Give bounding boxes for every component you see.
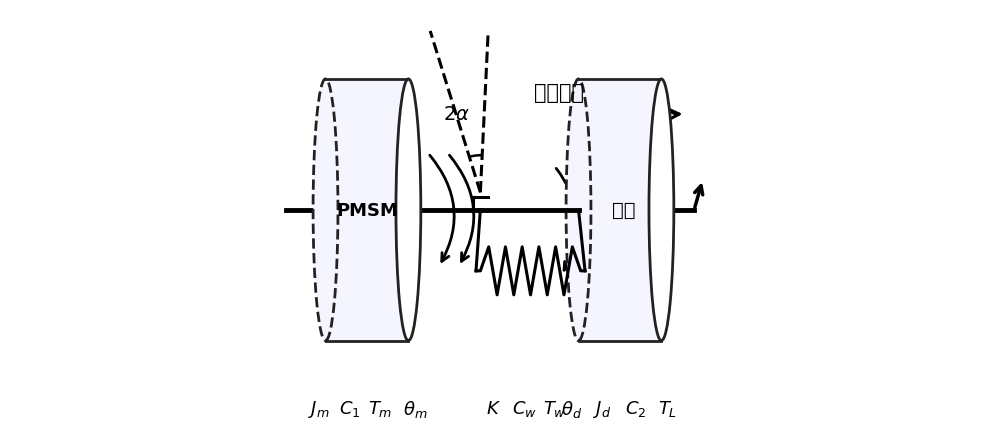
- Text: $K$: $K$: [486, 399, 501, 417]
- Text: $\theta_m$: $\theta_m$: [403, 398, 427, 419]
- Text: $T_m$: $T_m$: [368, 398, 392, 418]
- Text: $T_w$: $T_w$: [543, 398, 566, 418]
- Polygon shape: [326, 80, 408, 341]
- Ellipse shape: [566, 80, 591, 341]
- Ellipse shape: [396, 80, 421, 341]
- Text: 负载: 负载: [612, 201, 636, 220]
- Text: PMSM: PMSM: [336, 201, 398, 219]
- Text: $J_m$: $J_m$: [308, 398, 330, 419]
- Ellipse shape: [649, 80, 674, 341]
- Ellipse shape: [313, 80, 338, 341]
- Text: $C_1$: $C_1$: [339, 398, 360, 418]
- Text: $T_L$: $T_L$: [658, 398, 678, 418]
- Text: 传动机构: 传动机构: [534, 83, 584, 103]
- Text: $J_d$: $J_d$: [593, 398, 612, 419]
- Text: $C_2$: $C_2$: [625, 398, 646, 418]
- Text: $2\alpha$: $2\alpha$: [443, 105, 470, 124]
- Text: $\theta_d$: $\theta_d$: [561, 398, 583, 419]
- Text: $C_w$: $C_w$: [512, 398, 536, 418]
- Polygon shape: [579, 80, 661, 341]
